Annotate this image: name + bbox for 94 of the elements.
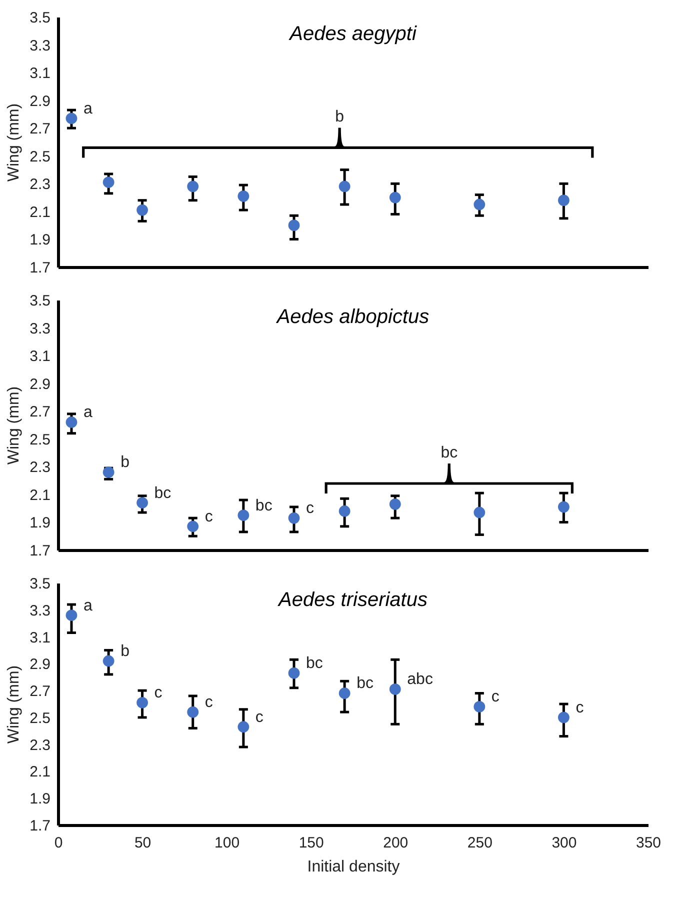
y-tick-label: 2.3 [30, 459, 50, 476]
point [102, 466, 114, 478]
point [558, 194, 570, 206]
point [66, 610, 78, 621]
annotation: bc [306, 655, 323, 672]
annotation: c [255, 708, 264, 726]
y-tick-label: 3.3 [30, 37, 50, 54]
y-tick-label: 2.9 [30, 376, 50, 393]
annotation: c [576, 699, 584, 716]
x-tick-label: 300 [552, 834, 577, 852]
x-tick-label: 250 [467, 834, 492, 852]
x-tick-label: 150 [298, 834, 324, 852]
annotation: c [306, 500, 314, 518]
y-tick-label: 3.5 [30, 10, 50, 26]
x-tick-label: 50 [134, 834, 152, 852]
point [187, 520, 199, 532]
point [474, 506, 486, 518]
annotation: bc [356, 675, 374, 692]
point [338, 180, 350, 192]
y-tick-label: 3.1 [30, 629, 50, 646]
annotation: bc [440, 444, 458, 462]
y-tick-label: 1.7 [30, 260, 50, 276]
x-tick-label: 350 [636, 834, 662, 852]
point [474, 701, 486, 712]
point [187, 706, 199, 718]
y-tick-label: 1.7 [30, 542, 50, 560]
point [389, 192, 401, 204]
chart-title: Aedes albopictus [276, 306, 430, 328]
y-tick-label: 1.9 [30, 232, 50, 249]
y-tick-label: 2.9 [30, 92, 50, 110]
x-tick-label: 100 [214, 834, 240, 852]
annotation: a [83, 100, 92, 118]
y-tick-label: 3.5 [30, 576, 50, 592]
point [474, 198, 486, 210]
annotation: abc [407, 671, 433, 688]
annotation: b [335, 108, 344, 126]
point [558, 501, 570, 513]
point [389, 498, 401, 510]
point [238, 721, 250, 733]
annotation: a [83, 404, 92, 422]
y-tick-label: 2.1 [30, 764, 50, 781]
point [187, 180, 199, 192]
x-tick-label: 0 [54, 834, 63, 852]
annotation: b [120, 642, 130, 660]
y-tick-label: 2.9 [30, 656, 50, 674]
y-tick-label: 2.7 [30, 683, 50, 700]
point [338, 688, 350, 699]
chart-title: Aedes triseriatus [278, 589, 428, 611]
chart-title: Aedes aegypti [288, 23, 417, 45]
y-tick-label: 3.1 [30, 65, 50, 82]
point [102, 176, 114, 188]
y-tick-label: 1.9 [30, 790, 50, 808]
annotation: c [204, 508, 213, 526]
y-axis-title: Wing (mm) [6, 665, 23, 744]
y-tick-label: 3.1 [30, 348, 50, 366]
y-axis-title: Wing (mm) [6, 386, 23, 465]
annotation: c [491, 688, 500, 706]
y-tick-label: 3.3 [30, 320, 50, 338]
point [238, 510, 250, 521]
y-tick-label: 2.1 [30, 204, 50, 221]
y-tick-label: 2.7 [30, 120, 50, 138]
y-axis-title: Wing (mm) [6, 103, 23, 182]
point [136, 204, 148, 216]
y-tick-label: 2.3 [30, 176, 50, 194]
x-tick-label: 200 [383, 834, 408, 852]
point [136, 497, 148, 508]
point [389, 684, 401, 695]
point [102, 655, 114, 667]
annotation: c [204, 694, 213, 712]
point [238, 190, 250, 202]
annotation: c [154, 684, 162, 702]
annotation: a [83, 597, 92, 614]
y-tick-label: 2.5 [30, 148, 50, 166]
point [288, 512, 300, 524]
annotation: bc [154, 484, 172, 502]
point [66, 112, 78, 124]
y-tick-label: 1.7 [30, 818, 50, 834]
y-tick-label: 3.5 [30, 292, 50, 310]
point [136, 696, 148, 708]
point [288, 667, 300, 679]
y-tick-label: 2.1 [30, 486, 50, 504]
point [338, 505, 350, 517]
point [66, 416, 78, 428]
y-tick-label: 2.3 [30, 736, 50, 754]
x-axis-title: Initial density [307, 858, 400, 876]
y-tick-label: 2.7 [30, 404, 50, 421]
annotation: bc [255, 497, 272, 514]
point [558, 712, 570, 724]
y-tick-label: 1.9 [30, 514, 50, 532]
y-tick-label: 3.3 [30, 602, 50, 620]
annotation: b [120, 454, 130, 472]
y-tick-label: 2.5 [30, 710, 50, 727]
point [288, 220, 300, 232]
y-tick-label: 2.5 [30, 431, 50, 448]
